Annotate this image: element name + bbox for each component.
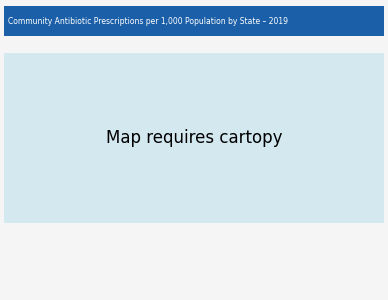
Text: Community Antibiotic Prescriptions per 1,000 Population by State – 2019: Community Antibiotic Prescriptions per 1… bbox=[8, 16, 288, 26]
Text: Map requires cartopy: Map requires cartopy bbox=[106, 129, 282, 147]
